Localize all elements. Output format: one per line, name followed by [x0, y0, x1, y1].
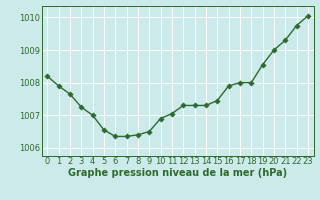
X-axis label: Graphe pression niveau de la mer (hPa): Graphe pression niveau de la mer (hPa) [68, 168, 287, 178]
